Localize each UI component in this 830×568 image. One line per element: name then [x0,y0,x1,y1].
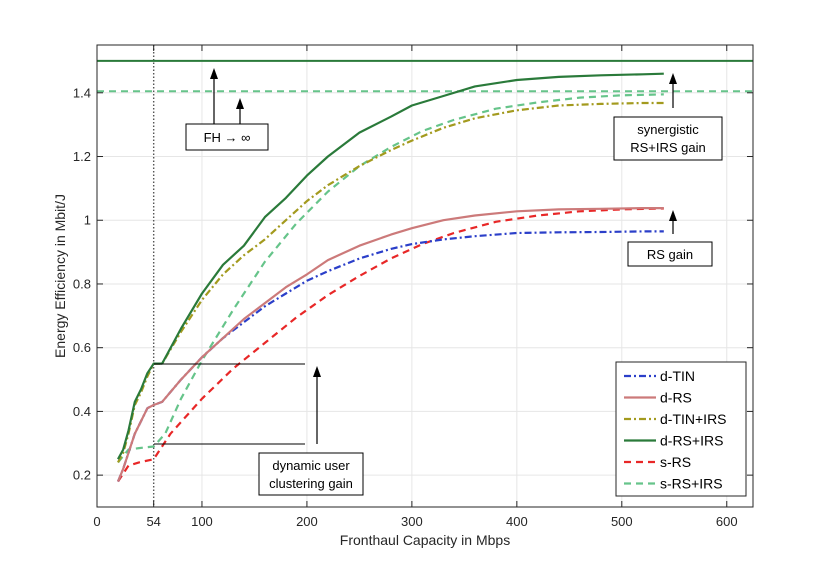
clustering-gain-box [258,452,364,496]
synergistic-gain-line2: RS+IRS gain [630,140,706,155]
reference-lines [97,59,753,93]
legend-label-1: d-RS [660,390,692,406]
annotation-synergistic-gain: synergistic RS+IRS gain [613,73,723,161]
annotation-rs-gain: RS gain [627,210,713,267]
synergistic-arrow-head [669,73,677,84]
fh-arrow-head-2 [236,98,244,109]
legend: d-TIN d-RS d-TIN+IRS d-RS+IRS s-RS s-RS+IRS [615,361,747,497]
y-tick-label-4: 1 [84,213,91,228]
clustering-gain-line1: dynamic user [272,458,350,473]
legend-label-3: d-RS+IRS [660,433,723,449]
series-line-s-rs-irs [117,93,664,464]
x-axis-title: Fronthaul Capacity in Mbps [340,532,510,548]
y-tick-label-0: 0.2 [73,468,91,483]
x-tick-label-0: 0 [93,514,100,529]
synergistic-gain-box [613,116,723,161]
series-line-d-rs [116,207,664,482]
clustering-gain-line2: clustering gain [269,476,353,491]
series-line-d-rs-irs [117,72,664,460]
y-tick-label-3: 0.8 [73,276,91,291]
x-tick-label-6: 500 [611,514,633,529]
clustering-arrow-head [313,366,321,377]
legend-label-5: s-RS+IRS [660,476,723,492]
y-tick-label-5: 1.2 [73,149,91,164]
annotation-fh-infinity: FH → ∞ [185,68,269,151]
fh-arrow-head-1 [210,68,218,79]
axis-ticks: 0 54 100 200 300 400 500 600 0.2 0.4 0.6 0.8 1 1.2 1.4 [73,45,753,529]
grid-lines [96,45,753,507]
x-tick-label-7: 600 [716,514,738,529]
legend-box [615,361,747,497]
plot-frame [96,44,754,508]
x-tick-label-1: 54 [146,514,160,529]
y-tick-label-1: 0.4 [73,404,91,419]
rs-gain-box [627,241,713,267]
x-tick-label-2: 100 [191,514,213,529]
legend-label-2: d-TIN+IRS [660,411,727,427]
synergistic-gain-line1: synergistic [637,122,699,137]
annotation-dynamic-clustering: dynamic user clustering gain [154,363,364,496]
series-line-d-tin [116,230,664,482]
series-line-d-tin-irs [117,101,664,463]
x-tick-label-4: 300 [401,514,423,529]
rs-gain-label: RS gain [647,247,693,262]
y-tick-label-2: 0.6 [73,340,91,355]
x-tick-label-5: 400 [506,514,528,529]
fh-infinity-box [185,123,269,151]
fh-infinity-label: FH → ∞ [204,130,251,145]
legend-label-0: d-TIN [660,368,695,384]
legend-label-4: s-RS [660,454,691,470]
rs-gain-arrow-head [669,210,677,221]
x-tick-label-3: 200 [296,514,318,529]
series-lines [116,72,664,483]
y-axis-title: Energy Efficiency in Mbit/J [52,194,68,358]
y-tick-label-6: 1.4 [73,85,91,100]
